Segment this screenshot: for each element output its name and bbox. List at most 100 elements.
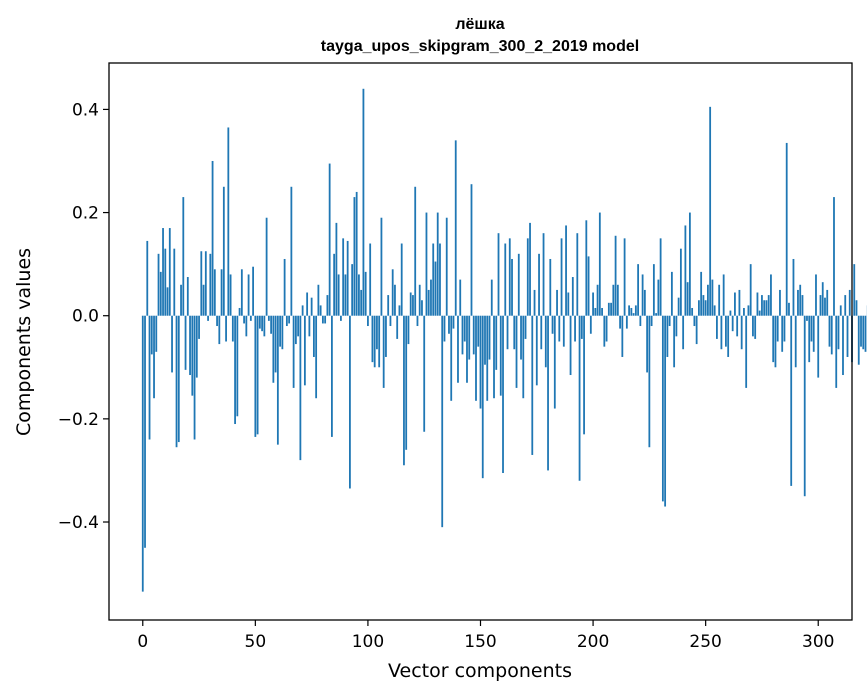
bar-223 bbox=[643, 289, 646, 316]
bar-130 bbox=[434, 261, 437, 316]
bar-136 bbox=[448, 315, 450, 334]
bar-227 bbox=[652, 264, 655, 316]
y-axis-label: Components values bbox=[13, 248, 35, 436]
bar-302 bbox=[821, 282, 824, 316]
bar-59 bbox=[274, 315, 277, 373]
bar-218 bbox=[632, 313, 635, 316]
bar-236 bbox=[673, 315, 676, 368]
bar-247 bbox=[698, 300, 700, 316]
bar-193 bbox=[576, 233, 579, 316]
bar-125 bbox=[423, 315, 426, 432]
bar-23 bbox=[193, 315, 196, 440]
bar-83 bbox=[328, 163, 331, 316]
bar-204 bbox=[601, 307, 603, 316]
bar-38 bbox=[227, 127, 230, 316]
bar-258 bbox=[722, 274, 725, 316]
bar-239 bbox=[679, 248, 682, 316]
bar-1 bbox=[144, 315, 146, 548]
bar-282 bbox=[776, 315, 779, 342]
bar-280 bbox=[772, 315, 775, 363]
bar-277 bbox=[765, 300, 768, 316]
bar-175 bbox=[535, 315, 538, 386]
bar-285 bbox=[783, 315, 786, 342]
bar-290 bbox=[794, 315, 797, 368]
bar-106 bbox=[380, 217, 383, 316]
bar-28 bbox=[204, 251, 207, 316]
x-tick-label: 50 bbox=[245, 632, 267, 652]
bar-174 bbox=[533, 289, 536, 316]
bar-133 bbox=[441, 315, 444, 528]
chart-title: лёшка bbox=[455, 16, 504, 33]
bar-165 bbox=[513, 315, 516, 350]
bar-187 bbox=[562, 315, 565, 347]
bar-224 bbox=[646, 315, 649, 373]
bar-13 bbox=[171, 315, 173, 373]
bar-103 bbox=[373, 315, 376, 368]
bar-205 bbox=[603, 315, 606, 347]
x-tick-label: 200 bbox=[577, 632, 609, 652]
bar-229 bbox=[657, 279, 660, 316]
bar-16 bbox=[177, 315, 180, 443]
bar-52 bbox=[258, 315, 261, 329]
bar-119 bbox=[409, 292, 412, 316]
bar-146 bbox=[470, 184, 473, 316]
bar-62 bbox=[281, 315, 284, 350]
bar-283 bbox=[779, 289, 781, 316]
bar-267 bbox=[743, 307, 745, 316]
bar-252 bbox=[709, 106, 712, 316]
bar-35 bbox=[220, 269, 223, 316]
bar-148 bbox=[475, 315, 477, 401]
x-axis-ticks: 0 50 100 150 200 250 300 bbox=[137, 620, 834, 652]
bar-171 bbox=[526, 238, 529, 316]
x-tick-label: 0 bbox=[137, 632, 148, 652]
bar-43 bbox=[238, 307, 241, 316]
bar-47 bbox=[247, 274, 250, 316]
bar-166 bbox=[515, 315, 518, 388]
bar-39 bbox=[229, 274, 232, 316]
bar-294 bbox=[803, 315, 806, 497]
bar-226 bbox=[650, 315, 653, 327]
bar-147 bbox=[472, 315, 475, 355]
bar-61 bbox=[279, 315, 282, 347]
bar-195 bbox=[580, 315, 583, 339]
bar-79 bbox=[319, 305, 322, 316]
bar-217 bbox=[630, 307, 633, 316]
bar-78 bbox=[317, 284, 320, 316]
bar-118 bbox=[407, 315, 410, 345]
bar-8 bbox=[159, 271, 162, 316]
bar-156 bbox=[493, 315, 495, 399]
bar-307 bbox=[833, 197, 835, 316]
y-tick-label: 0.0 bbox=[72, 307, 99, 327]
bar-144 bbox=[466, 315, 468, 383]
bar-262 bbox=[731, 315, 734, 332]
bar-155 bbox=[490, 279, 493, 316]
bar-48 bbox=[249, 315, 252, 321]
bar-173 bbox=[531, 315, 534, 455]
bar-316 bbox=[853, 264, 856, 316]
bar-3 bbox=[148, 315, 151, 440]
bar-245 bbox=[693, 315, 696, 327]
bar-137 bbox=[450, 315, 453, 401]
bar-96 bbox=[358, 274, 360, 316]
bar-211 bbox=[616, 284, 619, 316]
bar-270 bbox=[749, 264, 752, 316]
bar-123 bbox=[418, 284, 421, 316]
bar-178 bbox=[542, 233, 545, 316]
bar-135 bbox=[445, 217, 448, 316]
bar-74 bbox=[308, 315, 311, 337]
bar-80 bbox=[321, 315, 324, 324]
y-tick-label: −0.2 bbox=[58, 410, 99, 430]
bar-9 bbox=[162, 228, 164, 316]
bar-256 bbox=[718, 284, 721, 316]
bar-87 bbox=[337, 274, 340, 316]
bar-241 bbox=[684, 225, 687, 316]
bar-60 bbox=[276, 315, 279, 445]
bar-198 bbox=[587, 256, 590, 316]
bar-321 bbox=[864, 315, 867, 352]
bar-164 bbox=[511, 258, 513, 316]
bar-94 bbox=[353, 197, 356, 316]
bar-97 bbox=[360, 289, 363, 316]
bar-200 bbox=[592, 292, 594, 316]
bar-72 bbox=[303, 315, 306, 386]
bar-312 bbox=[844, 295, 847, 316]
